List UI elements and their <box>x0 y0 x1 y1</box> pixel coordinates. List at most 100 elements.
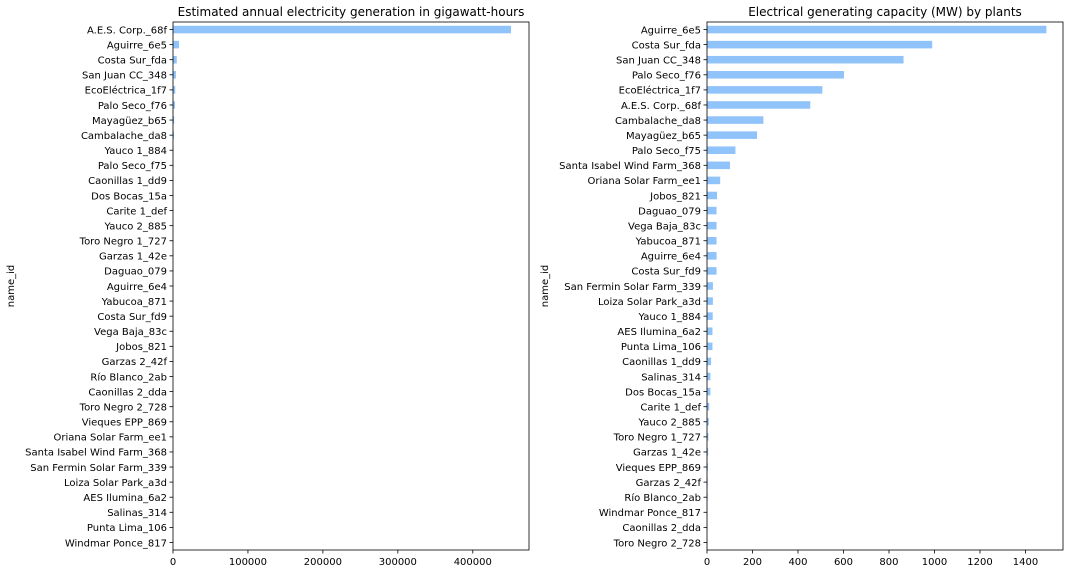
y-tick-label: AES Ilumina_6a2 <box>83 493 167 504</box>
y-tick-label: Toro Negro 1_727 <box>79 237 167 248</box>
y-tick-label: Yabucoa_871 <box>101 297 167 308</box>
y-tick-label: Aguirre_6e5 <box>641 25 701 36</box>
y-tick-label: Carite 1_def <box>106 206 167 217</box>
y-tick-label: Salinas_314 <box>107 508 167 519</box>
y-tick-label: Aguirre_6e4 <box>641 252 701 263</box>
y-tick-label: Costa Sur_fda <box>98 56 167 67</box>
y-tick-label: Vega Baja_83c <box>94 327 167 338</box>
bar <box>707 176 721 185</box>
x-tick-label: 100000 <box>229 557 267 568</box>
bar <box>707 206 717 215</box>
y-tick-label: Toro Negro 2_728 <box>79 402 167 413</box>
x-tick-label: 1200 <box>967 557 992 568</box>
y-tick-label: Punta Lima_106 <box>87 523 167 534</box>
y-tick-label: Garzas 2_42f <box>636 478 702 489</box>
bar <box>173 71 176 79</box>
bar <box>707 297 713 305</box>
y-tick-label: Costa Sur_fd9 <box>97 312 167 323</box>
y-tick-label: Dos Bocas_15a <box>625 387 701 398</box>
y-tick-label: Windmar Ponce_817 <box>65 538 167 549</box>
bar <box>707 86 823 94</box>
bar <box>707 25 1047 34</box>
bar <box>707 101 811 109</box>
x-tick-label: 400000 <box>454 557 492 568</box>
bar <box>173 101 175 109</box>
y-tick-label: Toro Negro 1_727 <box>613 433 701 444</box>
y-axis-label: name_id <box>6 265 17 308</box>
bar <box>707 71 844 79</box>
y-tick-label: Palo Seco_f75 <box>632 146 701 157</box>
bar <box>707 116 764 124</box>
x-tick-label: 300000 <box>379 557 417 568</box>
y-tick-label: Caonillas 1_dd9 <box>88 176 167 187</box>
y-tick-label: Toro Negro 2_728 <box>613 538 701 549</box>
bar <box>707 131 758 139</box>
y-tick-label: AES Ilumina_6a2 <box>617 327 701 338</box>
bar <box>707 191 718 200</box>
y-tick-label: Cambalache_da8 <box>615 116 701 127</box>
y-tick-label: Yauco 2_885 <box>638 418 701 429</box>
bar <box>173 86 176 94</box>
x-tick-label: 400 <box>788 557 807 568</box>
generation-chart: A.E.S. Corp._68f Aguirre_6e5 Costa Sur_fda… <box>6 5 530 568</box>
x-tick-label: 800 <box>879 557 898 568</box>
y-tick-label: Costa Sur_fda <box>632 40 701 51</box>
y-tick-label: A.E.S. Corp._68f <box>621 101 702 112</box>
y-tick-label: Aguirre_6e5 <box>107 40 167 51</box>
y-tick-label: Yauco 1_884 <box>104 146 167 157</box>
y-tick-label: Windmar Ponce_817 <box>599 508 701 519</box>
y-tick-label: Garzas 2_42f <box>102 357 168 368</box>
bar <box>707 357 712 366</box>
bar <box>707 448 709 456</box>
x-tick-label: 600 <box>834 557 853 568</box>
y-tick-label: Caonillas 2_dda <box>622 523 701 534</box>
y-tick-label: Garzas 1_42e <box>633 448 701 459</box>
bar <box>707 161 730 170</box>
y-tick-label: San Juan CC_348 <box>616 56 701 67</box>
y-tick-label: Yauco 2_885 <box>104 221 167 232</box>
y-axis-label: name_id <box>540 265 551 308</box>
y-tick-label: Caonillas 1_dd9 <box>622 357 701 368</box>
y-tick-label: Aguirre_6e4 <box>107 282 167 293</box>
bar <box>173 55 177 64</box>
y-tick-label: Jobos_821 <box>649 191 701 202</box>
bar <box>707 221 717 230</box>
y-tick-label: Yauco 1_884 <box>638 312 701 323</box>
bar <box>173 131 174 139</box>
bar <box>707 402 710 411</box>
bar <box>173 40 179 49</box>
y-tick-label: Cambalache_da8 <box>81 131 167 142</box>
bar <box>707 418 709 426</box>
x-tick-label: 1000 <box>922 557 947 568</box>
y-tick-label: Vieques EPP_869 <box>82 418 167 429</box>
bar <box>707 146 736 154</box>
y-tick-label: Mayagüez_b65 <box>626 131 701 142</box>
y-tick-label: Daguao_079 <box>104 267 167 278</box>
y-tick-label: Yabucoa_871 <box>635 237 701 248</box>
plot-frame <box>706 21 1064 551</box>
y-tick-label: Vieques EPP_869 <box>616 463 701 474</box>
bar <box>173 116 175 124</box>
bar <box>707 463 708 471</box>
y-tick-label: Río Blanco_2ab <box>90 371 167 383</box>
bar <box>707 252 717 260</box>
bar <box>707 387 711 396</box>
y-tick-label: Río Blanco_2ab <box>624 492 701 504</box>
bar <box>707 40 933 49</box>
chart-title: Estimated annual electricity generation … <box>178 5 525 19</box>
y-tick-label: Salinas_314 <box>641 372 701 383</box>
y-tick-label: Vega Baja_83c <box>628 221 701 232</box>
y-tick-label: EcoEléctrica_1f7 <box>85 85 167 97</box>
y-tick-label: Daguao_079 <box>638 206 701 217</box>
y-tick-label: Santa Isabel Wind Farm_368 <box>559 161 701 172</box>
y-tick-label: Dos Bocas_15a <box>91 191 167 202</box>
y-tick-label: Costa Sur_fd9 <box>631 267 701 278</box>
y-tick-label: San Fermin Solar Farm_339 <box>564 282 701 293</box>
y-tick-label: Palo Seco_f76 <box>98 101 167 112</box>
y-tick-label: Caonillas 2_dda <box>88 387 167 398</box>
y-tick-label: Santa Isabel Wind Farm_368 <box>25 448 167 459</box>
y-tick-label: A.E.S. Corp._68f <box>87 25 168 36</box>
x-tick-label: 200000 <box>304 557 342 568</box>
bar <box>173 25 512 34</box>
